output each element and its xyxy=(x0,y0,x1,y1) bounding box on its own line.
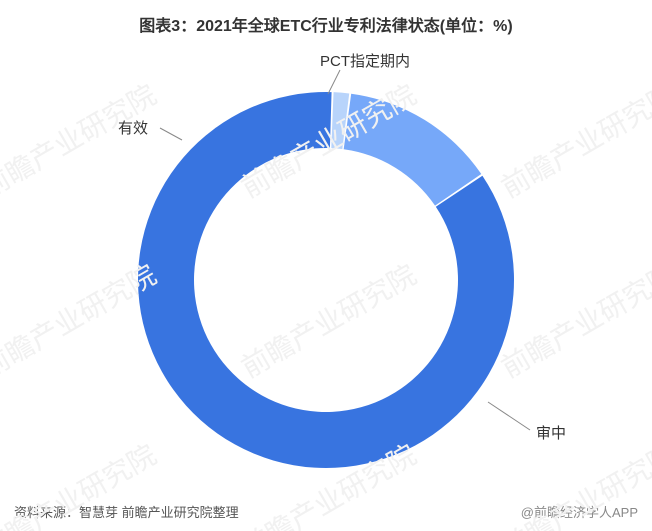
source-text: 资料来源：智慧芽 前瞻产业研究院整理 xyxy=(14,502,239,521)
donut-chart xyxy=(0,0,652,531)
donut-slice xyxy=(344,94,482,206)
slice-label: PCT指定期内 xyxy=(320,50,410,71)
leader-line xyxy=(328,70,340,94)
leader-line xyxy=(160,128,182,140)
credit-text: @前瞻经济学人APP xyxy=(521,502,638,521)
donut-svg xyxy=(0,0,652,531)
slice-label: 有效 xyxy=(118,117,148,138)
slice-label: 审中 xyxy=(536,422,566,443)
leader-line xyxy=(488,402,530,430)
